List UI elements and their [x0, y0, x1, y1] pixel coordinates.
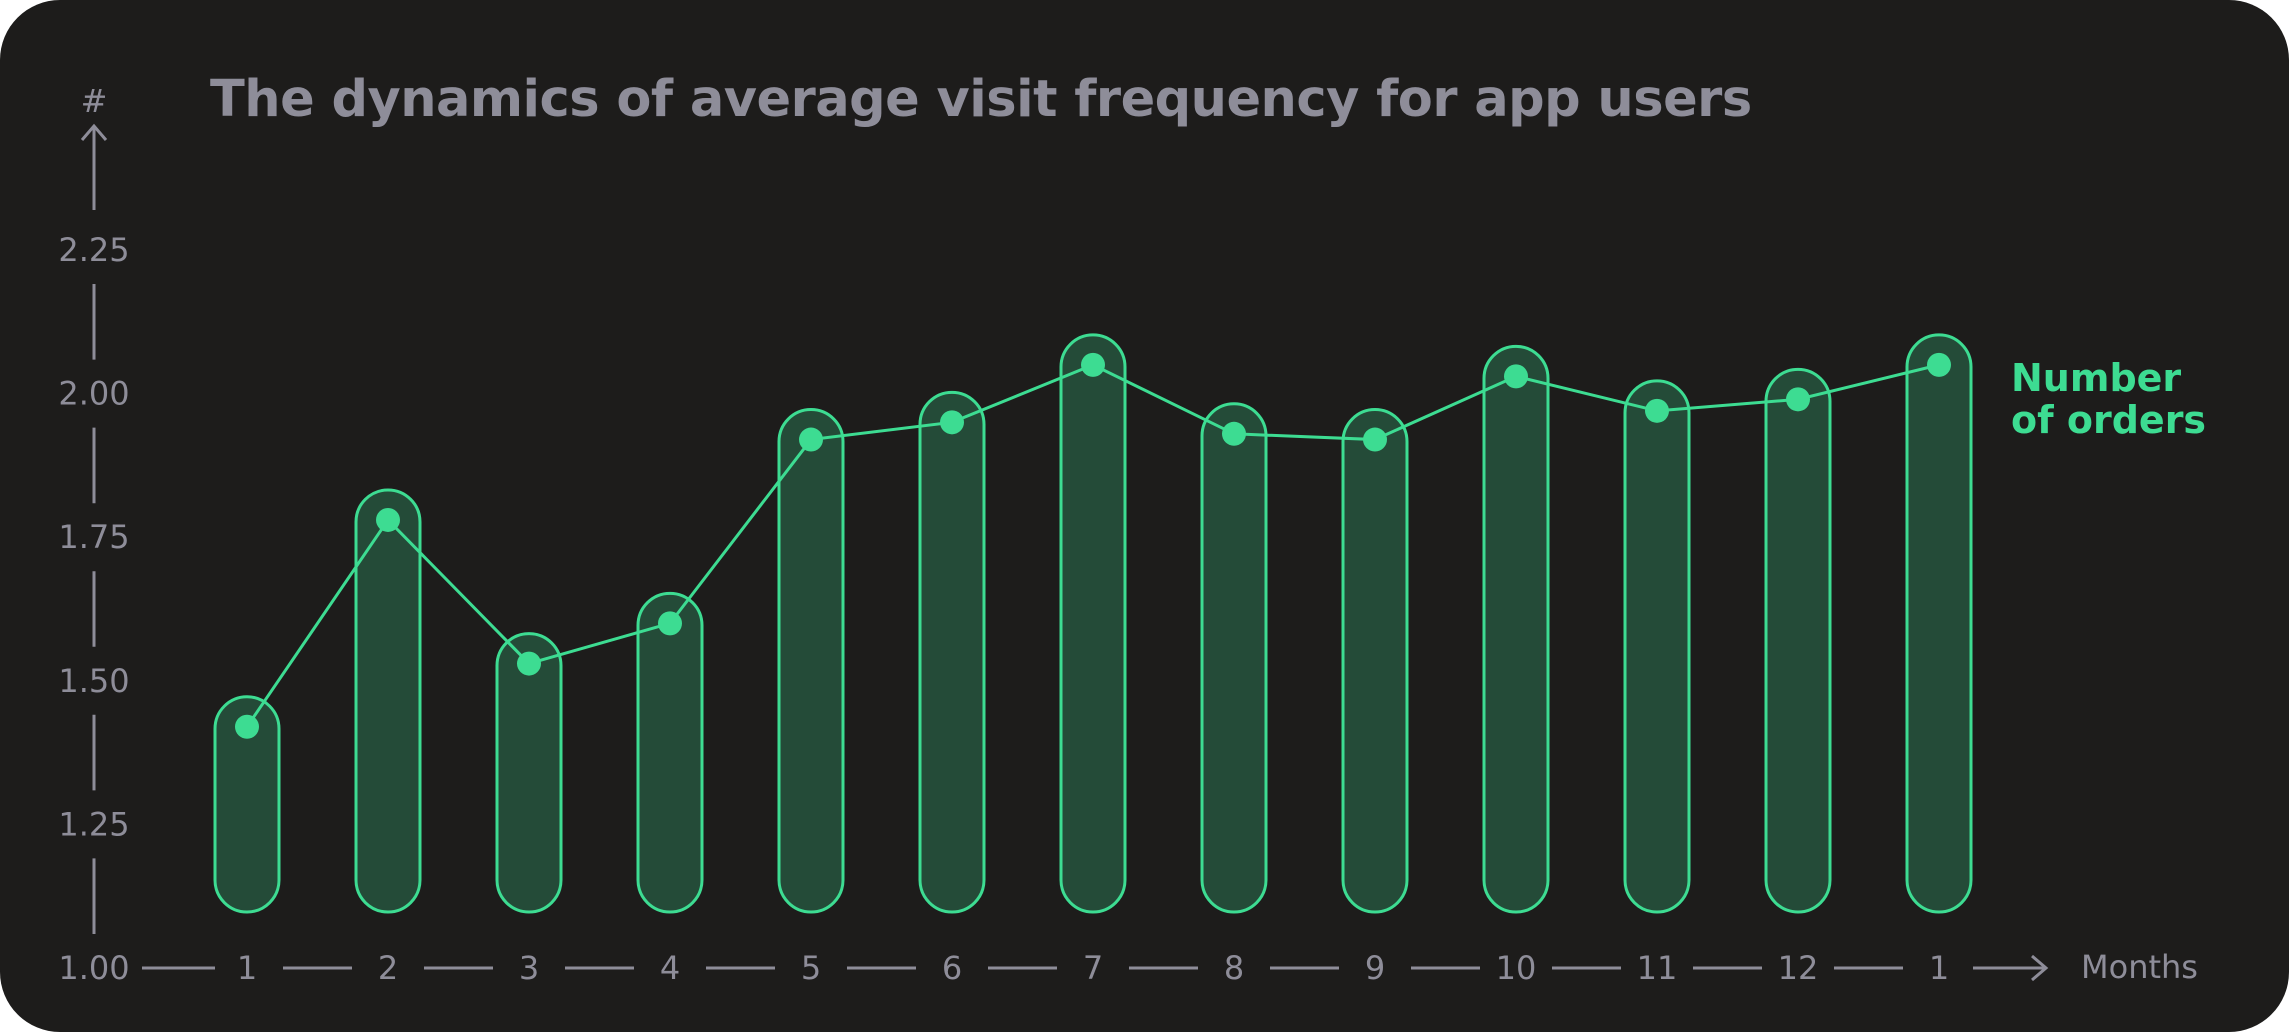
- y-axis-arrow-icon: [80, 123, 108, 141]
- series-label: Number of orders: [2011, 356, 2206, 442]
- x-tick-label: 3: [519, 949, 539, 987]
- x-tick-label: 8: [1224, 949, 1244, 987]
- bar: [354, 488, 422, 914]
- data-point: [517, 651, 541, 676]
- y-axis-label: #: [81, 82, 108, 120]
- bar: [1341, 408, 1409, 914]
- bar: [495, 632, 563, 914]
- x-tick-label: 10: [1496, 949, 1537, 987]
- data-point: [658, 611, 682, 636]
- y-tick-label: 1.50: [58, 662, 129, 700]
- bar: [1905, 333, 1973, 914]
- x-tick-label: 11: [1637, 949, 1678, 987]
- axes: [80, 123, 2049, 982]
- bar: [1482, 344, 1550, 914]
- data-point: [1081, 352, 1105, 377]
- data-point: [1927, 352, 1951, 377]
- y-tick-label: 1.00: [58, 949, 129, 987]
- x-axis-label: Months: [2081, 948, 2198, 986]
- x-tick-label: 2: [378, 949, 398, 987]
- bar: [213, 695, 281, 914]
- x-tick-label: 1: [237, 949, 257, 987]
- y-tick-label: 1.25: [58, 805, 129, 843]
- labels: #1.001.251.501.752.002.251 2 3 4 5 6 7 8 9 10 11 12…: [58, 82, 2206, 987]
- bar: [1623, 379, 1691, 914]
- bar: [1059, 333, 1127, 914]
- data-point: [799, 427, 823, 452]
- y-tick-label: 1.75: [58, 518, 129, 556]
- data-point: [376, 507, 400, 532]
- data-point: [1363, 427, 1387, 452]
- bar: [777, 408, 845, 914]
- data-point: [940, 410, 964, 435]
- data-point: [1786, 387, 1810, 412]
- bar: [918, 390, 986, 914]
- x-tick-label: 1: [1929, 949, 1949, 987]
- x-tick-label: 6: [942, 949, 962, 987]
- data-point: [235, 714, 259, 739]
- points: [235, 352, 1951, 739]
- x-axis-arrow-icon: [2031, 954, 2049, 982]
- x-tick-label: 7: [1083, 949, 1103, 987]
- x-tick-label: 4: [660, 949, 680, 987]
- y-tick-label: 2.00: [58, 375, 129, 413]
- bar: [1764, 367, 1832, 914]
- data-point: [1222, 421, 1246, 446]
- data-point: [1645, 398, 1669, 423]
- y-tick-label: 2.25: [58, 231, 129, 269]
- bar: [1200, 402, 1268, 914]
- x-tick-label: 9: [1365, 949, 1385, 987]
- x-tick-label: 5: [801, 949, 821, 987]
- data-point: [1504, 364, 1528, 389]
- x-tick-label: 12: [1778, 949, 1819, 987]
- chart-title: The dynamics of average visit frequency …: [210, 70, 1752, 129]
- bars: [213, 333, 1973, 914]
- bar: [636, 591, 704, 914]
